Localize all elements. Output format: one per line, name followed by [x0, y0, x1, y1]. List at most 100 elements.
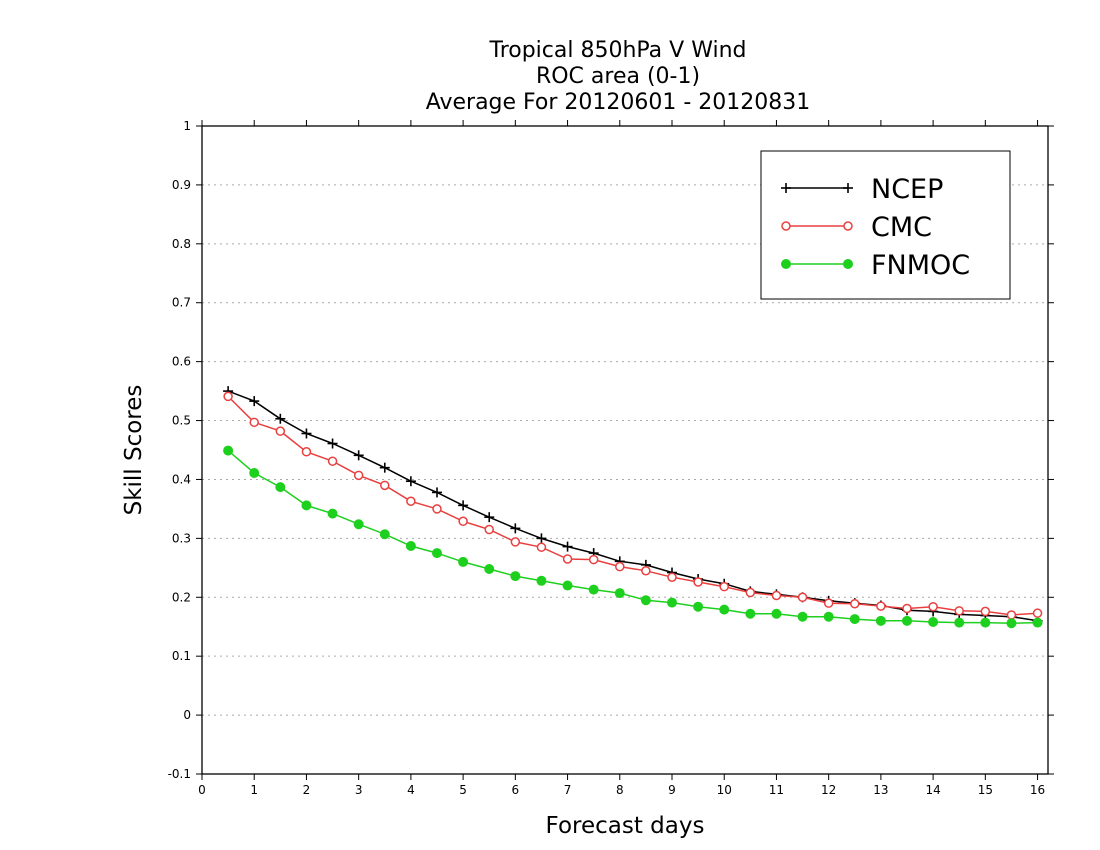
y-tick-label: 1 [183, 119, 191, 133]
y-tick-label: 0.3 [172, 531, 191, 545]
x-tick-label: 1 [250, 783, 258, 797]
data-point-plus [510, 523, 521, 534]
x-tick-label: 6 [512, 783, 520, 797]
data-point-filled-circle [275, 482, 286, 493]
data-point-filled-circle [875, 615, 886, 626]
data-point-filled-circle [954, 617, 965, 628]
data-point-filled-circle [614, 588, 625, 599]
data-point-open-circle [484, 524, 494, 535]
data-point-filled-circle [745, 608, 756, 619]
series-line-cmc [227, 395, 1038, 616]
data-point-filled-circle [379, 529, 390, 540]
data-point-filled-circle [588, 584, 599, 595]
x-tick-label: 4 [407, 783, 415, 797]
chart-title-line-2: ROC area (0-1) [536, 64, 700, 89]
legend-label-cmc: CMC [871, 212, 932, 243]
data-point-open-circle [458, 516, 468, 527]
data-point-filled-circle [781, 259, 791, 269]
series-fnmoc [223, 445, 1043, 629]
data-point-filled-circle [510, 571, 521, 582]
data-point-filled-circle [980, 617, 991, 628]
legend-box [760, 150, 1011, 300]
data-point-open-circle [1032, 608, 1043, 618]
data-point-filled-circle [823, 611, 834, 622]
data-point-plus [379, 462, 390, 473]
data-point-plus [432, 487, 442, 498]
series-cmc [223, 391, 1043, 620]
data-point-open-circle [615, 561, 625, 572]
data-point-open-circle [536, 542, 547, 552]
chart-title-line-1: Tropical 850hPa V Wind [488, 38, 746, 63]
y-tick-label: 0.8 [172, 237, 191, 251]
chart-title-line-3: Average For 20120601 - 20120831 [426, 90, 811, 115]
legend-entry-fnmoc: FNMOC [781, 250, 970, 281]
data-point-open-circle [771, 590, 782, 601]
data-point-open-circle [876, 601, 886, 611]
data-point-filled-circle [902, 615, 912, 626]
plot-frame [201, 125, 1049, 775]
legend-label-ncep: NCEP [871, 174, 943, 205]
data-point-plus [484, 512, 495, 523]
data-point-open-circle [693, 577, 703, 587]
x-tick-label: 11 [769, 783, 784, 797]
chart-title: Tropical 850hPa V Wind ROC area (0-1) Av… [426, 38, 811, 115]
data-point-open-circle [980, 606, 991, 617]
data-point-filled-circle [223, 445, 234, 456]
x-tick-label: 3 [355, 783, 363, 797]
data-point-filled-circle [484, 563, 495, 574]
data-point-filled-circle [797, 611, 808, 622]
data-point-plus [843, 183, 853, 193]
data-point-filled-circle [719, 604, 730, 615]
y-tick-label: 0.1 [172, 649, 191, 663]
data-point-open-circle [1006, 610, 1017, 620]
data-point-open-circle [406, 496, 416, 507]
data-point-open-circle [797, 592, 808, 603]
data-point-filled-circle [405, 541, 416, 552]
data-point-plus [301, 428, 312, 439]
data-point-open-circle [432, 504, 442, 514]
data-point-filled-circle [562, 580, 573, 591]
data-point-filled-circle [249, 467, 260, 478]
data-point-open-circle [719, 581, 729, 592]
data-point-filled-circle [1032, 617, 1043, 628]
data-point-filled-circle [849, 614, 860, 625]
data-point-plus [536, 533, 547, 544]
data-point-filled-circle [693, 601, 704, 612]
y-tick-label: -0.1 [168, 767, 191, 781]
series-ncep [223, 386, 1043, 626]
y-tick-label: 0.7 [172, 296, 191, 310]
data-point-filled-circle [843, 259, 853, 269]
data-point-open-circle [249, 417, 259, 428]
x-tick-label: 0 [198, 783, 206, 797]
x-tick-label: 10 [717, 783, 732, 797]
legend-label-fnmoc: FNMOC [871, 250, 970, 281]
x-tick-label: 7 [564, 783, 572, 797]
data-point-filled-circle [928, 617, 939, 628]
y-tick-label: 0 [183, 708, 191, 722]
x-tick-label: 16 [1030, 783, 1045, 797]
data-point-filled-circle [327, 508, 338, 519]
data-point-open-circle [380, 480, 390, 491]
data-point-open-circle [353, 470, 364, 481]
x-tick-label: 14 [925, 783, 940, 797]
y-tick-label: 0.2 [172, 590, 191, 604]
data-point-filled-circle [1006, 618, 1017, 629]
data-point-plus [458, 500, 469, 511]
series-layer [223, 386, 1043, 629]
data-point-filled-circle [536, 575, 547, 586]
data-point-plus [781, 183, 791, 193]
data-point-open-circle [327, 456, 338, 466]
y-tick-label: 0.5 [172, 414, 191, 428]
data-point-filled-circle [640, 595, 651, 606]
y-tick-label: 0.4 [172, 472, 191, 486]
data-point-plus [562, 541, 573, 552]
x-tick-label: 13 [873, 783, 888, 797]
data-point-filled-circle [432, 548, 442, 559]
data-point-open-circle [562, 554, 573, 564]
data-point-open-circle [588, 554, 599, 565]
x-tick-label: 12 [821, 783, 836, 797]
data-point-open-circle [954, 606, 964, 616]
data-point-open-circle [843, 221, 853, 231]
data-point-open-circle [301, 447, 312, 457]
